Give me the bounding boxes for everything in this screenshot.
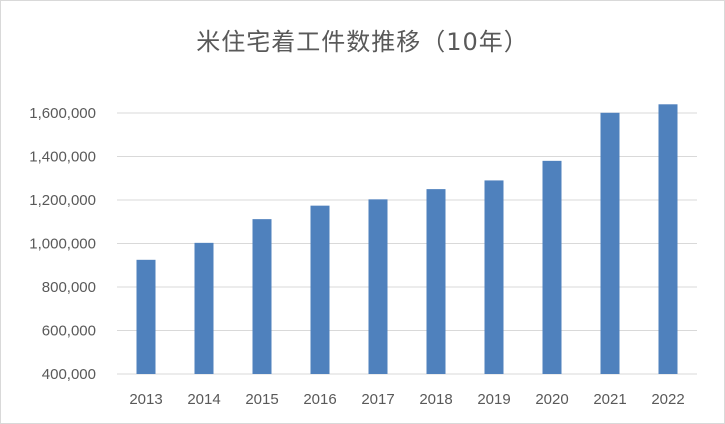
bar — [484, 180, 504, 374]
bar — [252, 219, 272, 374]
x-tick-label: 2014 — [187, 391, 220, 408]
y-tick-label: 400,000 — [42, 366, 96, 383]
chart-title: 米住宅着工件数推移（10年） — [196, 28, 529, 56]
bar — [600, 112, 620, 374]
y-tick-label: 600,000 — [42, 323, 96, 340]
x-tick-label: 2021 — [593, 391, 626, 408]
bar — [542, 160, 562, 374]
bar — [658, 104, 678, 375]
bar — [426, 189, 446, 374]
x-tick-label: 2020 — [535, 391, 568, 408]
x-tick-label: 2019 — [477, 391, 510, 408]
x-tick-label: 2016 — [303, 391, 336, 408]
bar — [310, 205, 330, 374]
y-tick-label: 1,000,000 — [29, 236, 96, 253]
y-tick-label: 1,600,000 — [29, 105, 96, 122]
bar — [368, 199, 388, 374]
x-tick-label: 2017 — [361, 391, 394, 408]
x-tick-label: 2015 — [245, 391, 278, 408]
bar — [194, 242, 214, 374]
x-tick-label: 2013 — [129, 391, 162, 408]
bar — [136, 259, 156, 374]
x-tick-label: 2022 — [651, 391, 684, 408]
x-tick-label: 2018 — [419, 391, 452, 408]
y-tick-label: 1,400,000 — [29, 149, 96, 166]
y-tick-label: 800,000 — [42, 279, 96, 296]
y-tick-label: 1,200,000 — [29, 192, 96, 209]
